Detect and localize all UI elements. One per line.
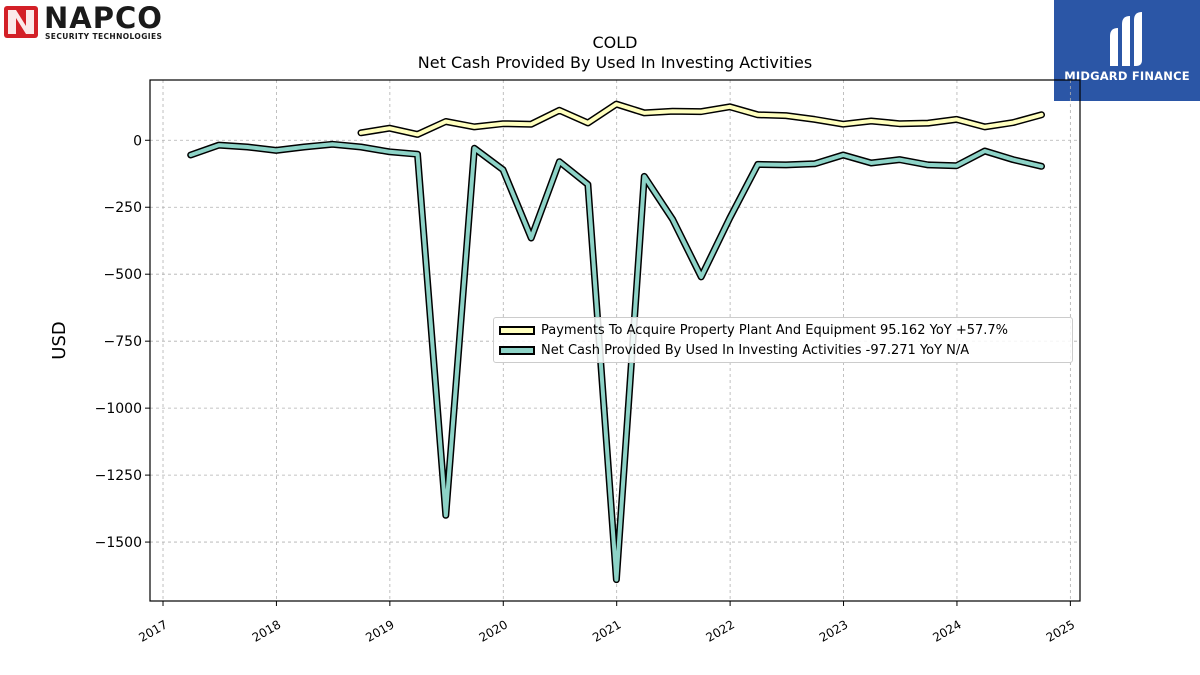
- data-point: [557, 108, 561, 112]
- data-point: [897, 158, 901, 162]
- data-point: [246, 145, 250, 149]
- data-point: [359, 145, 363, 149]
- data-point: [1040, 113, 1044, 117]
- data-point: [614, 578, 618, 582]
- data-point: [955, 164, 959, 168]
- data-point: [983, 149, 987, 153]
- data-point: [472, 125, 476, 129]
- data-point: [189, 153, 193, 157]
- x-tick-label: 2021: [590, 617, 623, 644]
- data-point: [642, 111, 646, 115]
- data-point: [756, 162, 760, 166]
- data-point: [869, 161, 873, 165]
- y-tick-label: −750: [104, 334, 142, 350]
- data-point: [699, 110, 703, 114]
- x-tick-label: 2017: [136, 617, 169, 644]
- legend-label: Net Cash Provided By Used In Investing A…: [541, 342, 970, 358]
- data-point: [756, 113, 760, 117]
- x-tick-label: 2019: [363, 617, 396, 644]
- legend-entry: Payments To Acquire Property Plant And E…: [499, 321, 1008, 339]
- data-point: [217, 143, 221, 147]
- y-tick-label: −1500: [95, 535, 142, 551]
- data-point: [784, 114, 788, 118]
- plot-frame: [149, 79, 1081, 602]
- napco-logo-name: NAPCO: [44, 1, 163, 35]
- data-point: [586, 121, 590, 125]
- data-point: [501, 122, 505, 126]
- data-point: [1040, 164, 1044, 168]
- data-point: [1011, 158, 1015, 162]
- data-point: [642, 174, 646, 178]
- x-tick-label: 2018: [250, 617, 283, 644]
- data-point: [671, 217, 675, 221]
- data-point: [416, 152, 420, 156]
- data-point: [784, 163, 788, 167]
- data-point: [444, 513, 448, 517]
- y-tick-label: −1000: [95, 401, 142, 417]
- data-point: [501, 168, 505, 172]
- data-point: [699, 275, 703, 279]
- data-point: [728, 216, 732, 220]
- data-point: [841, 153, 845, 157]
- data-point: [869, 119, 873, 123]
- legend-label: Payments To Acquire Property Plant And E…: [541, 322, 1009, 338]
- data-point: [671, 109, 675, 113]
- data-point: [728, 105, 732, 109]
- data-point: [1011, 121, 1015, 125]
- napco-logo: NAPCO SECURITY TECHNOLOGIES: [4, 1, 214, 41]
- data-point: [557, 160, 561, 164]
- y-tick-label: 0: [133, 133, 142, 149]
- napco-logo-tagline: SECURITY TECHNOLOGIES: [45, 32, 163, 41]
- legend-swatch: [499, 345, 535, 355]
- x-tick-label: 2024: [930, 617, 963, 644]
- data-point: [302, 145, 306, 149]
- midgard-logo-name: MIDGARD FINANCE: [1064, 69, 1190, 83]
- data-point: [388, 126, 392, 130]
- x-tick-label: 2023: [817, 617, 850, 644]
- y-tick-label: −250: [104, 200, 142, 216]
- data-point: [813, 117, 817, 121]
- data-point: [955, 117, 959, 121]
- series-line-outline: [357, 100, 1045, 138]
- data-point: [586, 182, 590, 186]
- midgard-logo-icon: [1110, 12, 1142, 66]
- data-point: [330, 142, 334, 146]
- chart-subtitle: Net Cash Provided By Used In Investing A…: [417, 53, 813, 72]
- midgard-logo: MIDGARD FINANCE: [1054, 0, 1200, 101]
- legend-entry: Net Cash Provided By Used In Investing A…: [499, 341, 969, 359]
- y-axis-label: USD: [49, 321, 70, 359]
- x-tick-label: 2025: [1044, 617, 1077, 644]
- y-tick-label: −500: [104, 267, 142, 283]
- data-point: [926, 121, 930, 125]
- data-point: [388, 150, 392, 154]
- data-point: [359, 131, 363, 135]
- data-point: [614, 102, 618, 106]
- x-tick-label: 2020: [477, 617, 510, 644]
- data-point: [444, 120, 448, 124]
- chart-title: COLD: [592, 33, 638, 52]
- legend-swatch: [499, 325, 535, 335]
- x-tick-label: 2022: [703, 617, 736, 644]
- data-point: [529, 122, 533, 126]
- data-point: [529, 236, 533, 240]
- napco-logo-icon: [4, 6, 38, 38]
- data-point: [274, 148, 278, 152]
- data-point: [897, 122, 901, 126]
- data-point: [841, 122, 845, 126]
- y-tick-label: −1250: [95, 468, 142, 484]
- data-point: [472, 146, 476, 150]
- data-point: [926, 163, 930, 167]
- data-point: [416, 132, 420, 136]
- chart-legend: Payments To Acquire Property Plant And E…: [493, 317, 1073, 363]
- data-point: [813, 162, 817, 166]
- data-point: [983, 125, 987, 129]
